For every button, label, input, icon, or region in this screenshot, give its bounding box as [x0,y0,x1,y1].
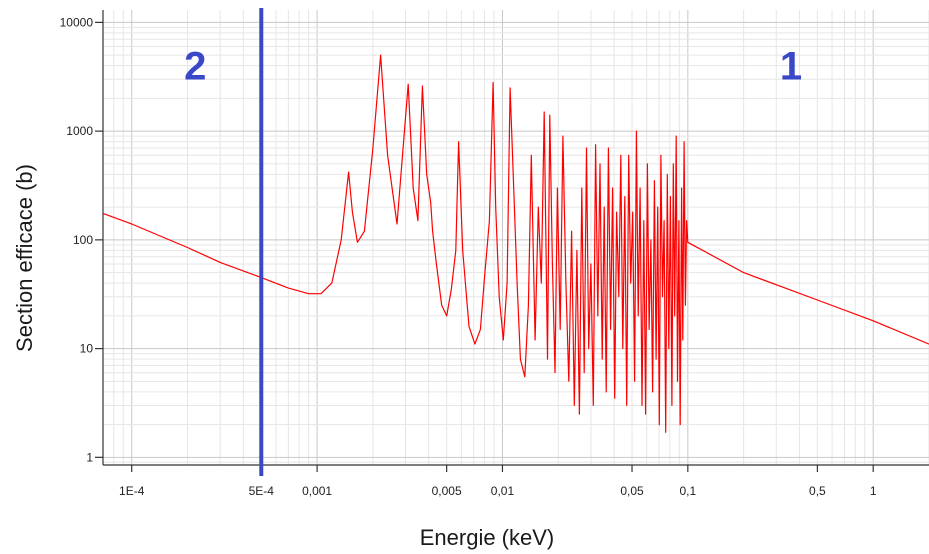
x-tick-label: 0,01 [491,484,515,498]
x-tick-label: 0,05 [620,484,644,498]
grid [102,10,929,465]
x-tick-label: 0,5 [809,484,826,498]
y-tick-label: 1000 [66,124,93,138]
y-tick-label: 10000 [60,15,94,29]
series [102,54,929,433]
y-tick-label: 10 [80,342,94,356]
region-label: 2 [184,45,206,89]
x-tick-label: 5E-4 [249,484,275,498]
tick-labels: 1 10 100 1000 10000 1E-4 5E-4 0,001 0,005 0,01 0,0… [60,15,877,498]
x-tick-label: 0,001 [302,484,332,498]
y-tick-label: 1 [86,450,93,464]
x-tick-label: 0,005 [432,484,462,498]
cross-section-line [102,54,929,433]
x-tick-label: 1 [870,484,877,498]
y-tick-label: 100 [73,233,93,247]
axes [95,10,929,472]
x-tick-label: 1E-4 [119,484,145,498]
x-axis-title: Energie (keV) [420,525,555,550]
y-axis-title: Section efficace (b) [12,164,37,352]
region-label: 1 [780,45,802,89]
x-tick-label: 0,1 [679,484,696,498]
